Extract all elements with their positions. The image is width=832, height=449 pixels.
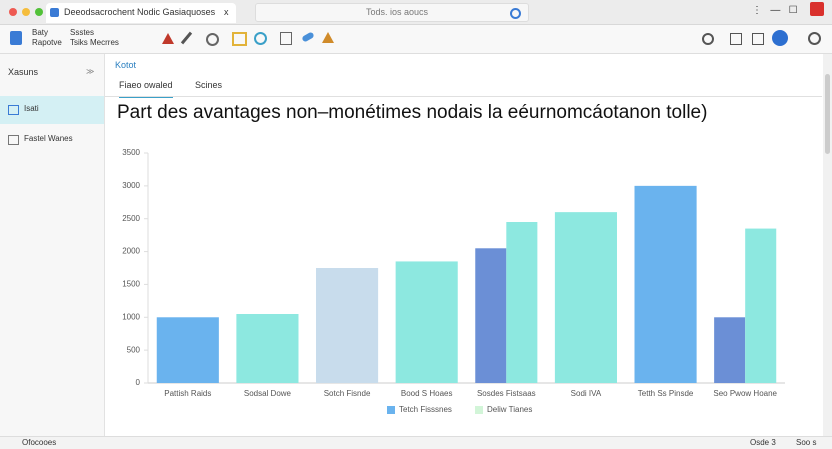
address-bar[interactable]: Tods. ios aoucs xyxy=(255,3,529,22)
tab-icon xyxy=(50,8,59,17)
y-tick-label: 1000 xyxy=(122,312,140,321)
title-bar: Deeodsacrochent Nodic Gasiaquoses x Tods… xyxy=(0,0,832,25)
tool-icon[interactable] xyxy=(254,32,267,45)
bar xyxy=(745,228,777,383)
sidebar-title: Xasuns xyxy=(8,67,39,77)
bar xyxy=(475,248,507,383)
scroll-thumb[interactable] xyxy=(825,74,830,154)
x-tick-label: Pattish Raids xyxy=(164,389,211,398)
status-bar: Ofocooes Osde 3 Soo s xyxy=(0,436,832,449)
bar xyxy=(506,222,538,383)
y-tick-label: 3000 xyxy=(122,181,140,190)
bar xyxy=(236,314,299,383)
app-icon[interactable] xyxy=(10,31,22,45)
item-icon xyxy=(8,135,19,145)
address-text: Tods. ios aoucs xyxy=(366,7,429,17)
bar xyxy=(395,261,458,383)
status-right: Osde 3 xyxy=(750,438,776,447)
tab[interactable]: Deeodsacrochent Nodic Gasiaquoses x xyxy=(46,3,236,23)
window-close[interactable] xyxy=(810,2,824,16)
legend-label: Tetch Fisssnes xyxy=(399,405,452,414)
status-left: Ofocooes xyxy=(22,438,57,447)
tab-divider xyxy=(105,96,822,97)
x-tick-label: Sosdes Fistsaas xyxy=(477,389,536,398)
y-tick-label: 2500 xyxy=(122,214,140,223)
close-button[interactable] xyxy=(9,8,17,16)
tab-title: Deeodsacrochent Nodic Gasiaquoses xyxy=(64,7,216,17)
tool-icon[interactable] xyxy=(232,32,247,46)
tool-icon[interactable] xyxy=(162,33,174,44)
x-tick-label: Tetth Ss Pinsde xyxy=(638,389,694,398)
bar xyxy=(554,212,617,383)
tab[interactable]: Fiaeo owaled xyxy=(119,80,173,98)
scrollbar[interactable] xyxy=(823,54,832,436)
item-icon xyxy=(8,105,19,115)
tab-close[interactable]: x xyxy=(224,7,229,17)
search-icon[interactable] xyxy=(702,33,714,45)
y-tick-label: 3500 xyxy=(122,148,140,157)
toolbar: Baty Rapotve Ssstes Tsiks Mecrres xyxy=(0,25,832,54)
tool-icon[interactable] xyxy=(280,32,292,45)
user-icon[interactable] xyxy=(808,32,821,45)
chart: 0 500 1000 1500 2000 2500 3000 3500 Pattish Raid… xyxy=(122,148,785,414)
y-tick-label: 500 xyxy=(127,345,141,354)
sidebar-item[interactable]: Fastel Wanes xyxy=(24,134,73,143)
list-icon[interactable] xyxy=(730,33,742,45)
edit-menu-sub[interactable]: Tsiks Mecrres xyxy=(70,38,119,47)
sidebar: Xasuns ≫ Isati Fastel Wanes xyxy=(0,54,105,436)
x-tick-label: Sodsal Dowe xyxy=(244,389,292,398)
tool-icon[interactable] xyxy=(301,31,315,43)
bar xyxy=(714,317,746,383)
main: Kotot Fiaeo owaled Scines Part des avant… xyxy=(105,54,822,436)
bar xyxy=(316,268,379,383)
file-menu[interactable]: Baty xyxy=(32,28,49,37)
bar xyxy=(634,185,697,383)
x-tick-label: Sotch Fisnde xyxy=(324,389,371,398)
tool-icon[interactable] xyxy=(322,32,334,43)
status-right: Soo s xyxy=(796,438,817,447)
tab[interactable]: Scines xyxy=(195,80,223,90)
file-menu-sub[interactable]: Rapotve xyxy=(32,38,62,47)
legend-swatch xyxy=(387,406,395,414)
zoom-button[interactable] xyxy=(35,8,43,16)
sidebar-pin[interactable]: ≫ xyxy=(86,67,95,76)
info-icon[interactable] xyxy=(772,30,788,46)
x-tick-label: Bood S Hoaes xyxy=(401,389,453,398)
sidebar-item-active[interactable]: Isati xyxy=(0,96,104,124)
breadcrumb[interactable]: Kotot xyxy=(115,60,137,70)
window-controls[interactable]: ⋮ — ☐ xyxy=(752,5,798,16)
x-tick-label: Seo Pwow Hoane xyxy=(713,389,777,398)
chart-title: Part des avantages non–monétimes nodais … xyxy=(117,102,708,123)
y-tick-label: 0 xyxy=(136,378,141,387)
legend-swatch xyxy=(475,406,483,414)
edit-menu[interactable]: Ssstes xyxy=(70,28,95,37)
sidebar-item: Isati xyxy=(24,104,39,113)
minimize-button[interactable] xyxy=(22,8,30,16)
bar xyxy=(156,317,219,383)
legend-label: Deliw Tianes xyxy=(487,405,532,414)
settings-icon[interactable] xyxy=(752,33,764,45)
tool-icon[interactable] xyxy=(206,33,219,46)
y-tick-label: 2000 xyxy=(122,247,140,256)
y-tick-label: 1500 xyxy=(122,280,140,289)
reload-icon[interactable] xyxy=(510,8,521,19)
x-tick-label: Sodi IVA xyxy=(571,389,602,398)
tool-icon[interactable] xyxy=(180,31,193,45)
